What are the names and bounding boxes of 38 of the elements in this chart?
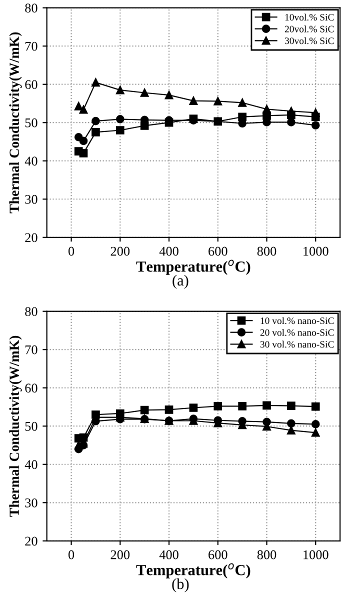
x-tick-label: 400	[159, 550, 178, 560]
y-tick-label: 70	[25, 345, 38, 354]
text: (a)	[172, 274, 188, 289]
x-tick-label: 1000	[304, 550, 328, 560]
y-tick-label: 80	[25, 4, 38, 13]
x-tick-label: 600	[208, 550, 228, 560]
y-tick-label: 40	[24, 156, 38, 166]
y-axis-title: Thermal Conductivity(W/mK)	[9, 336, 22, 517]
y-axis-title: Thermal Conductivity(W/mK)	[9, 32, 22, 214]
x-tick-label: 200	[110, 550, 130, 560]
y-tick-label: 80	[25, 307, 38, 316]
y-tick-label: 30	[25, 194, 38, 204]
x-tick-label: 200	[110, 246, 130, 256]
legend-label: 20 vol.% nano-SiC	[260, 329, 334, 336]
x-axis-title: Temperature($^{o}$C)	[136, 260, 250, 275]
y-tick-label: 30	[25, 498, 38, 508]
x-tick-label: 0	[68, 246, 74, 256]
legend-label: 30 vol.% nano-SiC	[260, 340, 334, 348]
legend-label: 20vol.% SiC	[284, 26, 334, 32]
legend-label: 10 vol.% nano-SiC	[260, 317, 334, 324]
y-tick-label: 20	[25, 233, 38, 242]
x-tick-label: 400	[159, 246, 178, 256]
x-tick-label: 800	[257, 550, 276, 560]
x-axis-title: Temperature($^{o}$C)	[136, 563, 250, 578]
x-tick-label: 600	[208, 246, 228, 256]
y-tick-label: 50	[25, 118, 38, 128]
y-tick-label: 60	[25, 384, 38, 393]
x-tick-label: 0	[68, 550, 74, 560]
legend-label: 10vol.% SiC	[285, 14, 334, 21]
legend-label: 30vol.% SiC	[284, 37, 334, 44]
y-tick-label: 40	[24, 460, 38, 470]
text: (b)	[172, 578, 189, 592]
y-tick-label: 70	[25, 42, 38, 51]
x-tick-label: 800	[257, 246, 276, 256]
y-tick-label: 20	[25, 536, 38, 546]
y-tick-label: 50	[25, 422, 38, 431]
y-tick-label: 60	[25, 80, 38, 90]
x-tick-label: 1000	[304, 246, 328, 256]
